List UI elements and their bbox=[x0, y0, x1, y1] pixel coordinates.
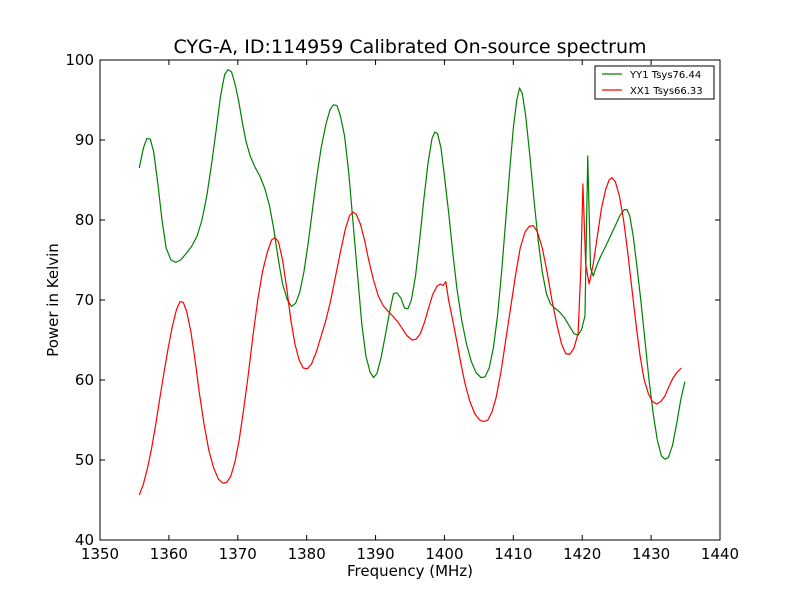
series-line-yy1 bbox=[138, 69, 686, 460]
x-tick-label: 1420 bbox=[563, 545, 601, 563]
series-line-xx1 bbox=[138, 177, 682, 496]
plot-background bbox=[100, 60, 720, 540]
legend-label-xx1: XX1 Tsys66.33 bbox=[630, 86, 703, 97]
series-group bbox=[138, 69, 686, 496]
y-tick-label: 60 bbox=[75, 371, 94, 389]
plot-area: 1350 1360 1370 1380 1390 1400 1410 1420 1430 1440… bbox=[65, 51, 739, 563]
y-tick-label: 70 bbox=[75, 291, 94, 309]
y-axis-ticks: 40 50 60 70 80 90 100 bbox=[65, 51, 720, 549]
x-tick-label: 1380 bbox=[288, 545, 326, 563]
x-tick-label: 1390 bbox=[356, 545, 394, 563]
legend: YY1 Tsys76.44 XX1 Tsys66.33 bbox=[594, 65, 715, 100]
y-tick-label: 100 bbox=[65, 51, 94, 69]
y-tick-label: 40 bbox=[75, 531, 94, 549]
chart-title: CYG-A, ID:114959 Calibrated On-source sp… bbox=[173, 36, 646, 58]
x-tick-label: 1360 bbox=[150, 545, 188, 563]
y-tick-label: 90 bbox=[75, 131, 94, 149]
y-axis-label: Power in Kelvin bbox=[44, 243, 62, 357]
x-axis-ticks: 1350 1360 1370 1380 1390 1400 1410 1420 1430 1440 bbox=[81, 60, 739, 563]
x-tick-label: 1430 bbox=[632, 545, 670, 563]
x-tick-label: 1350 bbox=[81, 545, 119, 563]
legend-label-yy1: YY1 Tsys76.44 bbox=[629, 70, 701, 81]
x-axis-label: Frequency (MHz) bbox=[347, 562, 473, 580]
x-tick-label: 1370 bbox=[219, 545, 257, 563]
y-tick-label: 80 bbox=[75, 211, 94, 229]
x-tick-label: 1440 bbox=[701, 545, 739, 563]
legend-box bbox=[594, 65, 715, 100]
x-tick-label: 1410 bbox=[494, 545, 532, 563]
y-tick-label: 50 bbox=[75, 451, 94, 469]
x-tick-label: 1400 bbox=[425, 545, 463, 563]
